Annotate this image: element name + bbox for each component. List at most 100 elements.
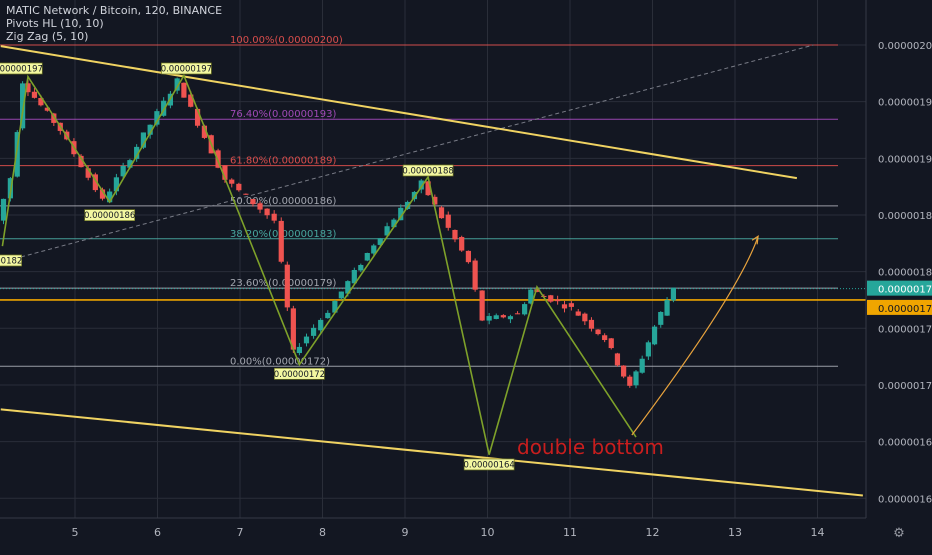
candle-body[interactable] — [99, 189, 106, 199]
candle-body[interactable] — [120, 165, 126, 177]
candle-body[interactable] — [201, 125, 208, 138]
candle-body[interactable] — [31, 91, 38, 98]
candle-body[interactable] — [588, 319, 595, 329]
candle-body[interactable] — [134, 146, 140, 159]
candle-body[interactable] — [318, 319, 324, 331]
candle-body[interactable] — [25, 83, 31, 93]
candle-body[interactable] — [377, 238, 383, 245]
candle-body[interactable] — [140, 132, 146, 148]
candle-body[interactable] — [627, 376, 633, 386]
candle-body[interactable] — [229, 179, 235, 184]
dashed-trendline[interactable] — [0, 44, 814, 263]
candle-body[interactable] — [78, 155, 84, 168]
candle-body[interactable] — [325, 312, 331, 319]
candle-body[interactable] — [332, 301, 338, 313]
candle-body[interactable] — [651, 326, 658, 345]
candle-body[interactable] — [639, 358, 645, 373]
candle-body[interactable] — [493, 315, 499, 319]
candle-body[interactable] — [398, 207, 404, 221]
candle-body[interactable] — [575, 311, 581, 316]
candle-body[interactable] — [154, 111, 160, 125]
candle-body[interactable] — [452, 229, 458, 240]
candle-body[interactable] — [534, 289, 540, 292]
channel-upper-line[interactable] — [0, 45, 798, 180]
candle-body[interactable] — [486, 316, 492, 321]
candle-body[interactable] — [351, 269, 357, 284]
candle-body[interactable] — [479, 290, 485, 321]
candle-body[interactable] — [107, 191, 113, 203]
candle-body[interactable] — [364, 253, 370, 261]
candle-body[interactable] — [582, 313, 588, 322]
candle-body[interactable] — [0, 198, 7, 221]
candle-body[interactable] — [621, 365, 627, 377]
candle-body[interactable] — [614, 353, 621, 366]
candle-body[interactable] — [528, 289, 534, 304]
candle-body[interactable] — [358, 264, 364, 271]
candle-body[interactable] — [645, 342, 651, 357]
candle-body[interactable] — [561, 304, 568, 309]
candle-body[interactable] — [338, 291, 344, 299]
candle-body[interactable] — [633, 371, 639, 386]
symbol-title[interactable]: MATIC Network / Bitcoin, 120, BINANCE — [6, 4, 223, 17]
zigzag-line[interactable] — [1, 73, 637, 455]
candle-body[interactable] — [284, 264, 290, 308]
candle-body[interactable] — [310, 327, 317, 336]
candle-body[interactable] — [236, 183, 242, 191]
candle-body[interactable] — [371, 245, 377, 254]
candle-body[interactable] — [44, 107, 50, 111]
candle-body[interactable] — [243, 193, 249, 195]
candle-body[interactable] — [664, 300, 670, 316]
candle-body[interactable] — [127, 160, 133, 168]
candle-body[interactable] — [51, 113, 57, 123]
candle-body[interactable] — [500, 315, 506, 318]
candle-body[interactable] — [507, 316, 514, 320]
candle-body[interactable] — [404, 201, 411, 210]
candle-body[interactable] — [418, 180, 424, 190]
candle-body[interactable] — [85, 168, 91, 178]
candle-body[interactable] — [445, 214, 451, 228]
candle-body[interactable] — [303, 336, 310, 344]
candle-body[interactable] — [432, 196, 438, 205]
candle-body[interactable] — [425, 181, 431, 196]
candle-body[interactable] — [548, 295, 554, 302]
candle-body[interactable] — [391, 219, 397, 228]
candle-body[interactable] — [459, 237, 465, 251]
candle-body[interactable] — [181, 82, 187, 98]
candle-body[interactable] — [20, 83, 26, 129]
candle-body[interactable] — [188, 94, 194, 107]
candle-body[interactable] — [92, 174, 98, 191]
candle-body[interactable] — [384, 226, 390, 236]
candle-body[interactable] — [658, 311, 664, 325]
candle-body[interactable] — [522, 304, 528, 315]
candle-body[interactable] — [465, 250, 472, 263]
annotation-double-bottom[interactable]: double bottom — [517, 435, 664, 459]
candle-body[interactable] — [38, 98, 44, 106]
candle-body[interactable] — [608, 338, 614, 349]
candle-body[interactable] — [222, 165, 228, 180]
channel-lower-line[interactable] — [0, 408, 863, 497]
candle-body[interactable] — [296, 346, 302, 354]
indicator-zigzag-label[interactable]: Zig Zag (5, 10) — [6, 30, 89, 43]
candle-body[interactable] — [147, 124, 153, 135]
candle-body[interactable] — [271, 213, 277, 221]
candle-body[interactable] — [670, 287, 676, 301]
candle-body[interactable] — [264, 208, 270, 216]
candle-body[interactable] — [161, 100, 167, 116]
candle-body[interactable] — [174, 78, 180, 91]
candle-body[interactable] — [113, 177, 119, 192]
projection-arrow[interactable] — [631, 236, 759, 436]
candle-body[interactable] — [278, 220, 284, 262]
candle-body[interactable] — [568, 303, 574, 307]
candle-body[interactable] — [290, 308, 296, 350]
candle-body[interactable] — [438, 207, 445, 219]
candle-body[interactable] — [345, 281, 351, 294]
candle-body[interactable] — [194, 108, 201, 126]
settings-gear-icon[interactable]: ⚙ — [893, 526, 905, 541]
candle-body[interactable] — [257, 203, 263, 210]
candle-body[interactable] — [472, 260, 478, 290]
candle-body[interactable] — [595, 329, 601, 335]
candle-body[interactable] — [555, 299, 561, 302]
candle-body[interactable] — [250, 198, 256, 205]
